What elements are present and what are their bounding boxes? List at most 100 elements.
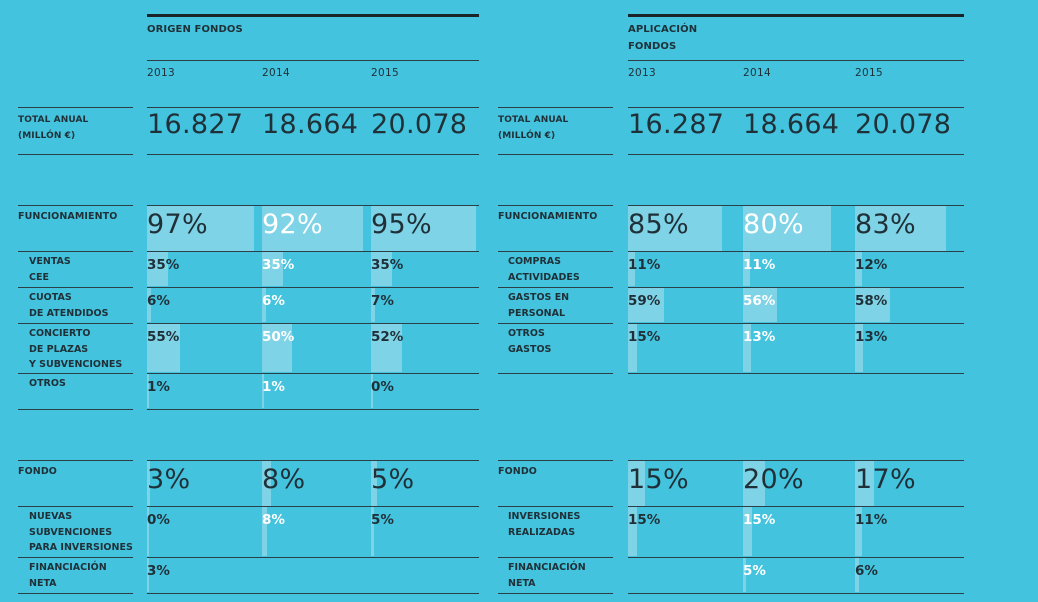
aplicacion-group-value: 17% [855,464,916,495]
origen-item-rule [147,323,479,324]
origen-item-value: 1% [262,379,285,395]
origen-item-value: 52% [371,329,404,345]
origen-item-rule [147,593,479,594]
origen-year-2014: 2014 [262,67,290,79]
aplicacion-group-label: FUNCIONAMIENTO [498,211,598,222]
aplicacion-item-rule [628,593,964,594]
aplicacion-group-value: 15% [628,464,689,495]
aplicacion-item-bar [855,288,890,322]
origen-item-bar [262,288,266,322]
aplicacion-group-rule [628,205,964,206]
origen-item-value: 3% [147,563,170,579]
origen-total-rule-top [147,107,479,108]
aplicacion-item-bar [855,558,859,592]
aplicacion-item-value: 15% [628,512,661,528]
aplicacion-item-bar [743,324,751,372]
aplicacion-item-bar [628,252,635,286]
aplicacion-item-rule-label [498,557,613,558]
origen-group-rule-label [18,205,133,206]
aplicacion-item-bar [628,324,637,372]
origen-item-value: 0% [147,512,170,528]
origen-item-value: 35% [147,257,180,273]
origen-group-value: 92% [262,209,323,240]
origen-item-label: CONCIERTO DE PLAZAS Y SUBVENCIONES [29,328,123,370]
aplicacion-total-2015: 20.078 [855,109,952,140]
aplicacion-group-bar [628,461,645,506]
origen-item-bar [371,507,374,556]
origen-group-rule-bottom-label [18,251,133,252]
origen-item-bar [262,374,264,408]
origen-total-rule-bottom-label [18,154,133,155]
aplicacion-group-rule-bottom [628,251,964,252]
aplicacion-total-rule-bottom-label [498,154,613,155]
aplicacion-item-bar [743,288,777,322]
origen-group-rule [147,460,479,461]
origen-group-value: 8% [262,464,306,495]
origen-item-value: 8% [262,512,285,528]
origen-group-bar [147,461,150,506]
origen-item-value: 6% [262,293,285,309]
origen-group-value: 97% [147,209,208,240]
origen-item-bar [262,324,292,372]
aplicacion-item-rule-label [498,373,613,374]
origen-item-bar [371,252,392,286]
origen-item-value: 55% [147,329,180,345]
origen-item-bar [147,558,149,592]
origen-item-bar [147,507,149,556]
origen-item-label: VENTAS CEE [29,256,71,283]
origen-item-rule-label [18,323,133,324]
aplicacion-group-rule-bottom-label [498,251,613,252]
origen-item-value: 5% [371,512,394,528]
origen-item-value: 6% [147,293,170,309]
aplicacion-group-value: 85% [628,209,689,240]
origen-item-value: 7% [371,293,394,309]
aplicacion-item-rule-label [498,287,613,288]
origen-item-label: CUOTAS DE ATENDIDOS [29,292,109,319]
aplicacion-total-rule-top [628,107,964,108]
aplicacion-item-value: 15% [743,512,776,528]
origen-total-rule-bottom [147,154,479,155]
aplicacion-group-value: 20% [743,464,804,495]
aplicacion-group-bar [628,206,722,251]
aplicacion-total-2014: 18.664 [743,109,840,140]
origen-item-label: OTROS [29,378,66,389]
origen-group-value: 3% [147,464,191,495]
origen-total-2013: 16.827 [147,109,244,140]
origen-item-bar [147,324,180,372]
aplicacion-header-rule [628,60,964,61]
aplicacion-item-value: 13% [743,329,776,345]
origen-group-rule-bottom-label [18,506,133,507]
origen-group-rule-bottom [147,506,479,507]
aplicacion-item-rule [628,287,964,288]
origen-item-bar [262,507,267,556]
aplicacion-group-value: 80% [743,209,804,240]
origen-group-bar [371,206,476,251]
origen-item-rule [147,557,479,558]
aplicacion-group-bar [743,461,765,506]
aplicacion-group-rule-label [498,460,613,461]
origen-item-rule-label [18,287,133,288]
origen-item-value: 1% [147,379,170,395]
origen-header-rule [147,60,479,61]
origen-top-rule [147,14,479,17]
origen-item-bar [371,324,402,372]
aplicacion-title: APLICACIÓN FONDOS [628,24,698,52]
aplicacion-item-label: GASTOS EN PERSONAL [508,292,570,319]
aplicacion-year-2014: 2014 [743,67,771,79]
aplicacion-item-value: 12% [855,257,888,273]
origen-item-value: 35% [371,257,404,273]
aplicacion-item-value: 56% [743,293,776,309]
aplicacion-group-label: FONDO [498,466,537,477]
origen-year-2013: 2013 [147,67,175,79]
origen-total-rule-top-label [18,107,133,108]
origen-item-bar [371,288,375,322]
origen-group-label: FONDO [18,466,57,477]
aplicacion-total-label: TOTAL ANUAL (MILLÓN €) [498,115,569,141]
aplicacion-item-rule [628,323,964,324]
aplicacion-item-value: 6% [855,563,878,579]
aplicacion-item-value: 15% [628,329,661,345]
origen-item-bar [147,252,168,286]
origen-total-2014: 18.664 [262,109,359,140]
aplicacion-item-bar [628,288,664,322]
aplicacion-total-rule-bottom [628,154,964,155]
